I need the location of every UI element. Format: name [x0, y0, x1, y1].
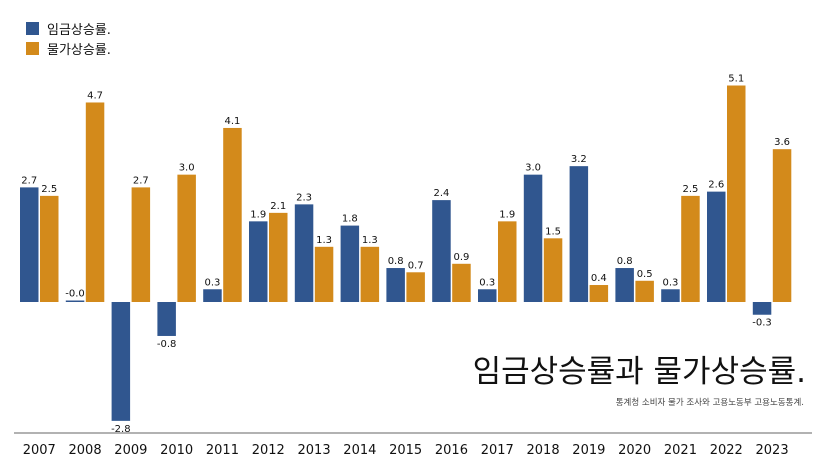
bar-price-2022 [727, 85, 746, 302]
data-label-price-2016: 0.9 [453, 252, 469, 263]
x-tick-label-2021: 2021 [664, 443, 697, 458]
data-label-price-2014: 1.3 [362, 235, 378, 246]
bar-price-2020 [635, 280, 654, 302]
bar-wage-2016 [432, 200, 451, 302]
data-label-price-2007: 2.5 [41, 184, 57, 195]
data-label-price-2018: 1.5 [545, 226, 561, 237]
data-label-wage-2008: -0.0 [65, 289, 85, 300]
data-label-price-2019: 0.4 [591, 273, 607, 284]
data-label-price-2011: 4.1 [224, 116, 240, 127]
bar-wage-2018 [523, 174, 543, 302]
bar-price-2007 [40, 195, 59, 302]
source-note: 통계청 소비자 물가 조사와 고용노동부 고용노동통계. [615, 398, 804, 408]
data-label-price-2020: 0.5 [637, 269, 653, 280]
bar-price-2021 [681, 195, 700, 302]
data-label-price-2012: 2.1 [270, 201, 286, 212]
data-label-wage-2013: 2.3 [296, 192, 312, 203]
legend-swatch-wage [26, 21, 39, 35]
bar-wage-2020 [615, 268, 634, 302]
bar-price-2012 [269, 212, 288, 302]
x-tick-label-2012: 2012 [252, 443, 285, 458]
data-label-wage-2018: 3.0 [525, 163, 541, 174]
bar-price-2018 [543, 238, 563, 302]
bar-price-2023 [772, 149, 792, 302]
x-tick-label-2013: 2013 [298, 443, 331, 458]
chart-title: 임금상승률과 물가상승률. [472, 354, 806, 390]
x-tick-label-2008: 2008 [69, 443, 102, 458]
data-label-wage-2016: 2.4 [433, 188, 449, 199]
data-label-price-2009: 2.7 [133, 175, 149, 186]
bar-price-2017 [498, 221, 517, 302]
bar-price-2013 [314, 246, 334, 302]
data-label-wage-2023: -0.3 [752, 318, 772, 329]
bar-wage-2014 [340, 225, 360, 302]
data-label-wage-2019: 3.2 [571, 154, 587, 165]
legend: 임금상승률. 물가상승률. [26, 18, 111, 58]
x-tick-label-2010: 2010 [160, 443, 193, 458]
x-tick-label-2020: 2020 [618, 443, 651, 458]
legend-label-price: 물가상승률. [47, 42, 111, 58]
bar-wage-2023 [752, 302, 772, 315]
x-tick-label-2007: 2007 [23, 443, 56, 458]
data-label-wage-2014: 1.8 [342, 214, 358, 225]
data-label-wage-2021: 0.3 [662, 277, 678, 288]
data-label-wage-2009: -2.8 [111, 424, 131, 435]
data-label-wage-2015: 0.8 [388, 256, 404, 267]
x-tick-label-2014: 2014 [343, 443, 376, 458]
data-label-price-2023: 3.6 [774, 137, 790, 148]
bar-wage-2017 [478, 289, 497, 302]
data-label-price-2008: 4.7 [87, 90, 103, 101]
x-tick-label-2016: 2016 [435, 443, 468, 458]
bar-price-2016 [452, 263, 471, 302]
bar-price-2015 [406, 272, 425, 302]
bar-price-2008 [85, 102, 105, 302]
bar-wage-2009 [111, 302, 131, 421]
bar-wage-2013 [294, 204, 314, 302]
bar-wage-2010 [157, 302, 176, 336]
x-tick-label-2015: 2015 [389, 443, 422, 458]
x-tick-label-2023: 2023 [756, 443, 789, 458]
bar-wage-2015 [386, 268, 405, 302]
data-label-wage-2012: 1.9 [250, 209, 266, 220]
legend-label-wage: 임금상승률. [47, 22, 111, 38]
data-label-wage-2022: 2.6 [708, 180, 724, 191]
data-label-wage-2020: 0.8 [617, 256, 633, 267]
bar-price-2014 [360, 246, 380, 302]
data-label-wage-2010: -0.8 [157, 339, 177, 350]
x-tick-label-2022: 2022 [710, 443, 743, 458]
x-tick-label-2018: 2018 [527, 443, 560, 458]
bar-price-2010 [177, 174, 196, 302]
bar-wage-2007 [20, 187, 39, 302]
legend-item-wage: 임금상승률. [26, 18, 111, 38]
bar-wage-2019 [569, 166, 589, 302]
bar-wage-2022 [707, 191, 726, 302]
data-label-wage-2011: 0.3 [204, 277, 220, 288]
data-label-price-2017: 1.9 [499, 209, 515, 220]
x-tick-label-2009: 2009 [114, 443, 147, 458]
bar-wage-2021 [661, 289, 680, 302]
legend-swatch-price [26, 41, 39, 55]
data-label-price-2022: 5.1 [728, 74, 744, 85]
bar-wage-2011 [203, 289, 222, 302]
data-label-price-2013: 1.3 [316, 235, 332, 246]
bar-price-2011 [223, 127, 242, 302]
bar-price-2019 [589, 285, 609, 302]
data-label-wage-2007: 2.7 [21, 175, 37, 186]
data-label-wage-2017: 0.3 [479, 277, 495, 288]
x-tick-label-2019: 2019 [572, 443, 605, 458]
x-tick-label-2017: 2017 [481, 443, 514, 458]
data-label-price-2021: 2.5 [682, 184, 698, 195]
x-tick-label-2011: 2011 [206, 443, 239, 458]
data-label-price-2015: 0.7 [408, 260, 424, 271]
bar-price-2009 [131, 187, 151, 302]
legend-item-price: 물가상승률. [26, 38, 111, 58]
bar-wage-2012 [249, 221, 268, 302]
data-label-price-2010: 3.0 [179, 163, 195, 174]
bar-wage-2008 [65, 300, 85, 302]
